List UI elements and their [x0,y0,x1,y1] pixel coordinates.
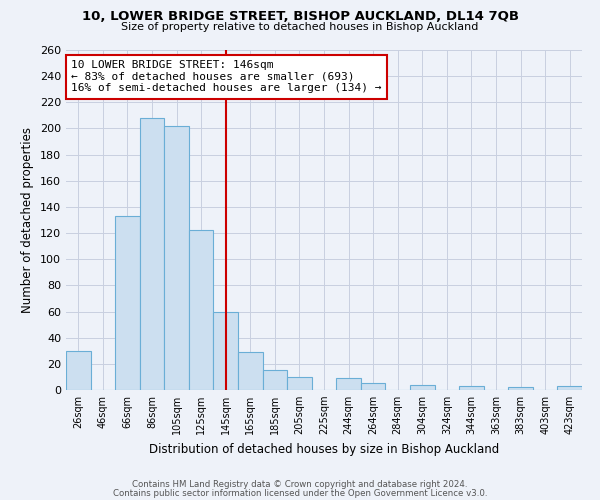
Bar [263,370,287,390]
X-axis label: Distribution of detached houses by size in Bishop Auckland: Distribution of detached houses by size … [149,442,499,456]
Bar [66,351,91,390]
Text: Contains HM Land Registry data © Crown copyright and database right 2024.: Contains HM Land Registry data © Crown c… [132,480,468,489]
Text: Size of property relative to detached houses in Bishop Auckland: Size of property relative to detached ho… [121,22,479,32]
Bar [115,216,140,390]
Bar [287,377,312,390]
Bar [238,352,263,390]
Text: 10, LOWER BRIDGE STREET, BISHOP AUCKLAND, DL14 7QB: 10, LOWER BRIDGE STREET, BISHOP AUCKLAND… [82,10,518,23]
Text: 10 LOWER BRIDGE STREET: 146sqm
← 83% of detached houses are smaller (693)
16% of: 10 LOWER BRIDGE STREET: 146sqm ← 83% of … [71,60,382,94]
Bar [459,386,484,390]
Bar [361,384,385,390]
Bar [557,386,582,390]
Bar [214,312,238,390]
Bar [508,388,533,390]
Y-axis label: Number of detached properties: Number of detached properties [22,127,34,313]
Bar [164,126,189,390]
Bar [410,385,434,390]
Bar [189,230,214,390]
Text: Contains public sector information licensed under the Open Government Licence v3: Contains public sector information licen… [113,489,487,498]
Bar [336,378,361,390]
Bar [140,118,164,390]
